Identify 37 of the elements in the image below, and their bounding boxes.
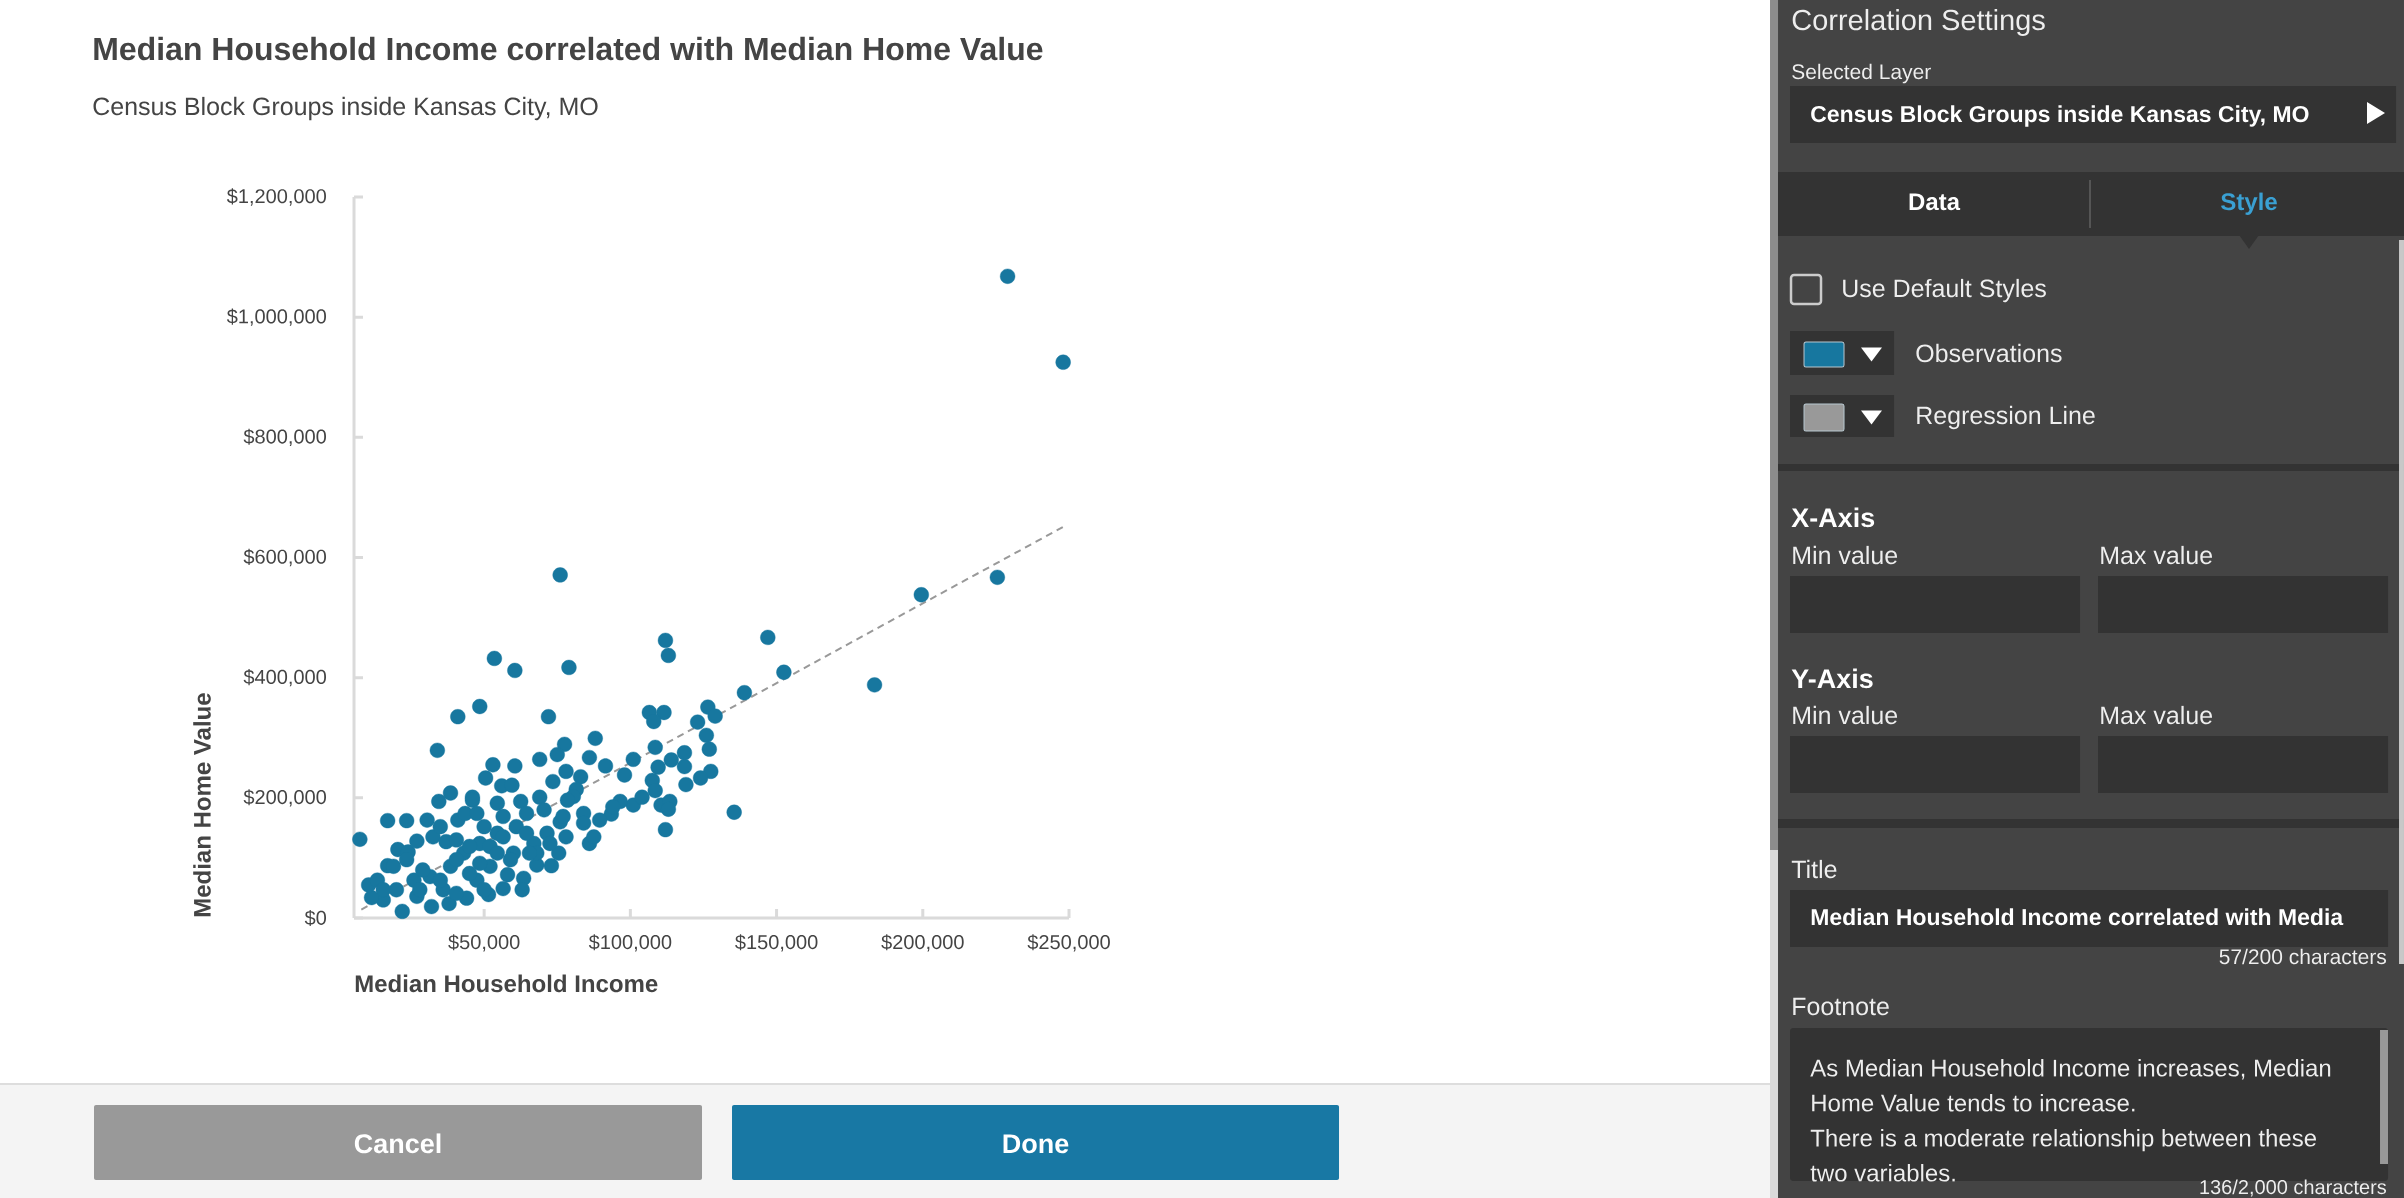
x-tick-label: $100,000 <box>588 934 672 952</box>
text: As Median Household Income increases, Median Home Value tends to increase. <box>1810 1058 2331 1112</box>
chart-subtitle: Census Block Groups inside Kansas City, MO <box>93 96 598 121</box>
text: Census Block Groups inside Kansas City, MO <box>1811 105 2309 127</box>
text: Max value <box>2101 705 2213 725</box>
text: X-Axis <box>1791 507 1875 528</box>
text: Regression Line <box>1917 405 2095 430</box>
y-tick-label: $600,000 <box>243 548 327 567</box>
text: Footnote <box>1793 997 1889 1016</box>
x-axis-title: Median Household Income <box>355 974 658 993</box>
y-tick-label: $400,000 <box>243 668 327 687</box>
y-tick-label: $800,000 <box>243 428 327 446</box>
text: Min value <box>1793 545 1898 565</box>
y-tick-label: $1,200,000 <box>226 188 327 206</box>
text: Title <box>1791 859 1837 879</box>
text: Median Household Income correlated with Media <box>1811 908 2344 926</box>
text: Style <box>2221 192 2277 215</box>
y-axis-title: Median Home Value <box>193 693 211 917</box>
text: Observations <box>1916 343 2062 363</box>
x-tick-label: $200,000 <box>881 934 964 952</box>
text: Min value <box>1793 705 1898 725</box>
text: Data <box>1909 193 1961 211</box>
text: Selected Layer <box>1792 63 1931 84</box>
x-tick-label: $150,000 <box>735 934 818 952</box>
text: Use Default Styles <box>1843 278 2046 303</box>
text: Cancel <box>354 1133 441 1154</box>
text: 57/200 characters <box>2219 948 2387 965</box>
y-tick-label: $0 <box>304 909 327 927</box>
text: Y-Axis <box>1791 668 1873 689</box>
chart-title: Median Household Income correlated with Median Home Value <box>94 36 1043 61</box>
y-tick-label: $1,000,000 <box>226 308 327 326</box>
x-tick-label: $50,000 <box>448 934 520 952</box>
text: Done <box>1003 1134 1069 1154</box>
y-tick-label: $200,000 <box>243 789 327 807</box>
text: Max value <box>2101 545 2213 565</box>
text: Correlation Settings <box>1792 8 2045 36</box>
x-tick-label: $250,000 <box>1027 934 1110 952</box>
